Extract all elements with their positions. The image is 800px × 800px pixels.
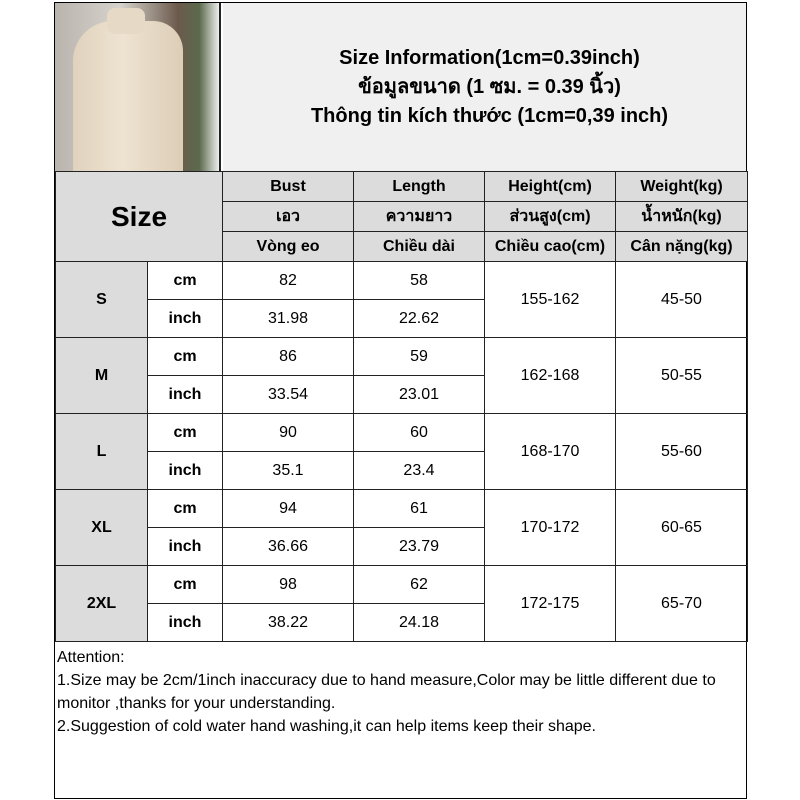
- table-row: inch 38.22 24.18: [56, 603, 748, 642]
- bust-value: 36.66: [222, 527, 354, 566]
- length-value: 24.18: [353, 603, 485, 642]
- size-label: L: [55, 413, 148, 490]
- unit-label: cm: [147, 489, 223, 528]
- col-header: Cân nặng(kg): [615, 231, 748, 262]
- bust-value: 35.1: [222, 451, 354, 490]
- title-th: ข้อมูลขนาด (1 ซม. = 0.39 นิ้ว): [358, 75, 621, 98]
- length-value: 62: [353, 565, 485, 604]
- bust-value: 86: [222, 337, 354, 376]
- col-header: น้ำหนัก(kg): [615, 201, 748, 232]
- size-label: S: [55, 261, 148, 338]
- col-header: Bust: [222, 171, 354, 202]
- length-value: 59: [353, 337, 485, 376]
- title-vi: Thông tin kích thước (1cm=0,39 inch): [310, 104, 669, 127]
- bust-value: 90: [222, 413, 354, 452]
- length-value: 58: [353, 261, 485, 300]
- length-value: 22.62: [353, 299, 485, 338]
- length-value: 60: [353, 413, 485, 452]
- size-label: M: [55, 337, 148, 414]
- unit-label: cm: [147, 565, 223, 604]
- col-header: Vòng eo: [222, 231, 354, 262]
- length-value: 61: [353, 489, 485, 528]
- height-value: 168-170: [484, 413, 616, 490]
- note-item: 1.Size may be 2cm/1inch inaccuracy due t…: [57, 672, 716, 712]
- unit-label: inch: [147, 527, 223, 566]
- table-row: 2XL cm 98 62 172-175 65-70: [55, 565, 748, 642]
- height-value: 172-175: [484, 565, 616, 642]
- size-chart: Size Information(1cm=0.39inch) ข้อมูลขนา…: [54, 2, 748, 799]
- product-photo: [55, 3, 221, 171]
- size-label: XL: [55, 489, 148, 566]
- unit-label: inch: [147, 375, 223, 414]
- bust-value: 94: [222, 489, 354, 528]
- length-value: 23.01: [353, 375, 485, 414]
- attention-notes: Attention: 1.Size may be 2cm/1inch inacc…: [57, 646, 746, 738]
- height-value: 170-172: [484, 489, 616, 566]
- table-row: inch 33.54 23.01: [56, 375, 748, 414]
- bust-value: 31.98: [222, 299, 354, 338]
- table-row: inch 35.1 23.4: [56, 451, 748, 490]
- weight-value: 50-55: [615, 337, 748, 414]
- title-en: Size Information(1cm=0.39inch): [339, 46, 640, 69]
- col-header: Weight(kg): [615, 171, 748, 202]
- col-header: Height(cm): [484, 171, 616, 202]
- unit-label: cm: [147, 413, 223, 452]
- bust-value: 98: [222, 565, 354, 604]
- col-header: เอว: [222, 201, 354, 232]
- note-item: 2.Suggestion of cold water hand washing,…: [57, 718, 596, 735]
- col-header: Chiều cao(cm): [484, 231, 616, 262]
- unit-label: cm: [147, 337, 223, 376]
- height-value: 155-162: [484, 261, 616, 338]
- col-header: ส่วนสูง(cm): [484, 201, 616, 232]
- bust-value: 82: [222, 261, 354, 300]
- weight-value: 45-50: [615, 261, 748, 338]
- bust-value: 38.22: [222, 603, 354, 642]
- length-value: 23.4: [353, 451, 485, 490]
- size-table: Size Bust Length Height(cm) Weight(kg) เ…: [55, 171, 748, 642]
- col-header: Length: [353, 171, 485, 202]
- unit-label: cm: [147, 261, 223, 300]
- table-row: XL cm 94 61 170-172 60-65: [55, 489, 748, 566]
- size-info-title: Size Information(1cm=0.39inch) ข้อมูลขนา…: [223, 3, 746, 171]
- table-row: inch 36.66 23.79: [56, 527, 748, 566]
- weight-value: 55-60: [615, 413, 748, 490]
- unit-label: inch: [147, 603, 223, 642]
- size-label: 2XL: [55, 565, 148, 642]
- size-header: Size: [55, 171, 223, 262]
- length-value: 23.79: [353, 527, 485, 566]
- weight-value: 60-65: [615, 489, 748, 566]
- unit-label: inch: [147, 451, 223, 490]
- unit-label: inch: [147, 299, 223, 338]
- col-header: ความยาว: [353, 201, 485, 232]
- table-row: inch 31.98 22.62: [56, 299, 748, 338]
- weight-value: 65-70: [615, 565, 748, 642]
- height-value: 162-168: [484, 337, 616, 414]
- note-heading: Attention:: [57, 649, 125, 666]
- bust-value: 33.54: [222, 375, 354, 414]
- col-header: Chiều dài: [353, 231, 485, 262]
